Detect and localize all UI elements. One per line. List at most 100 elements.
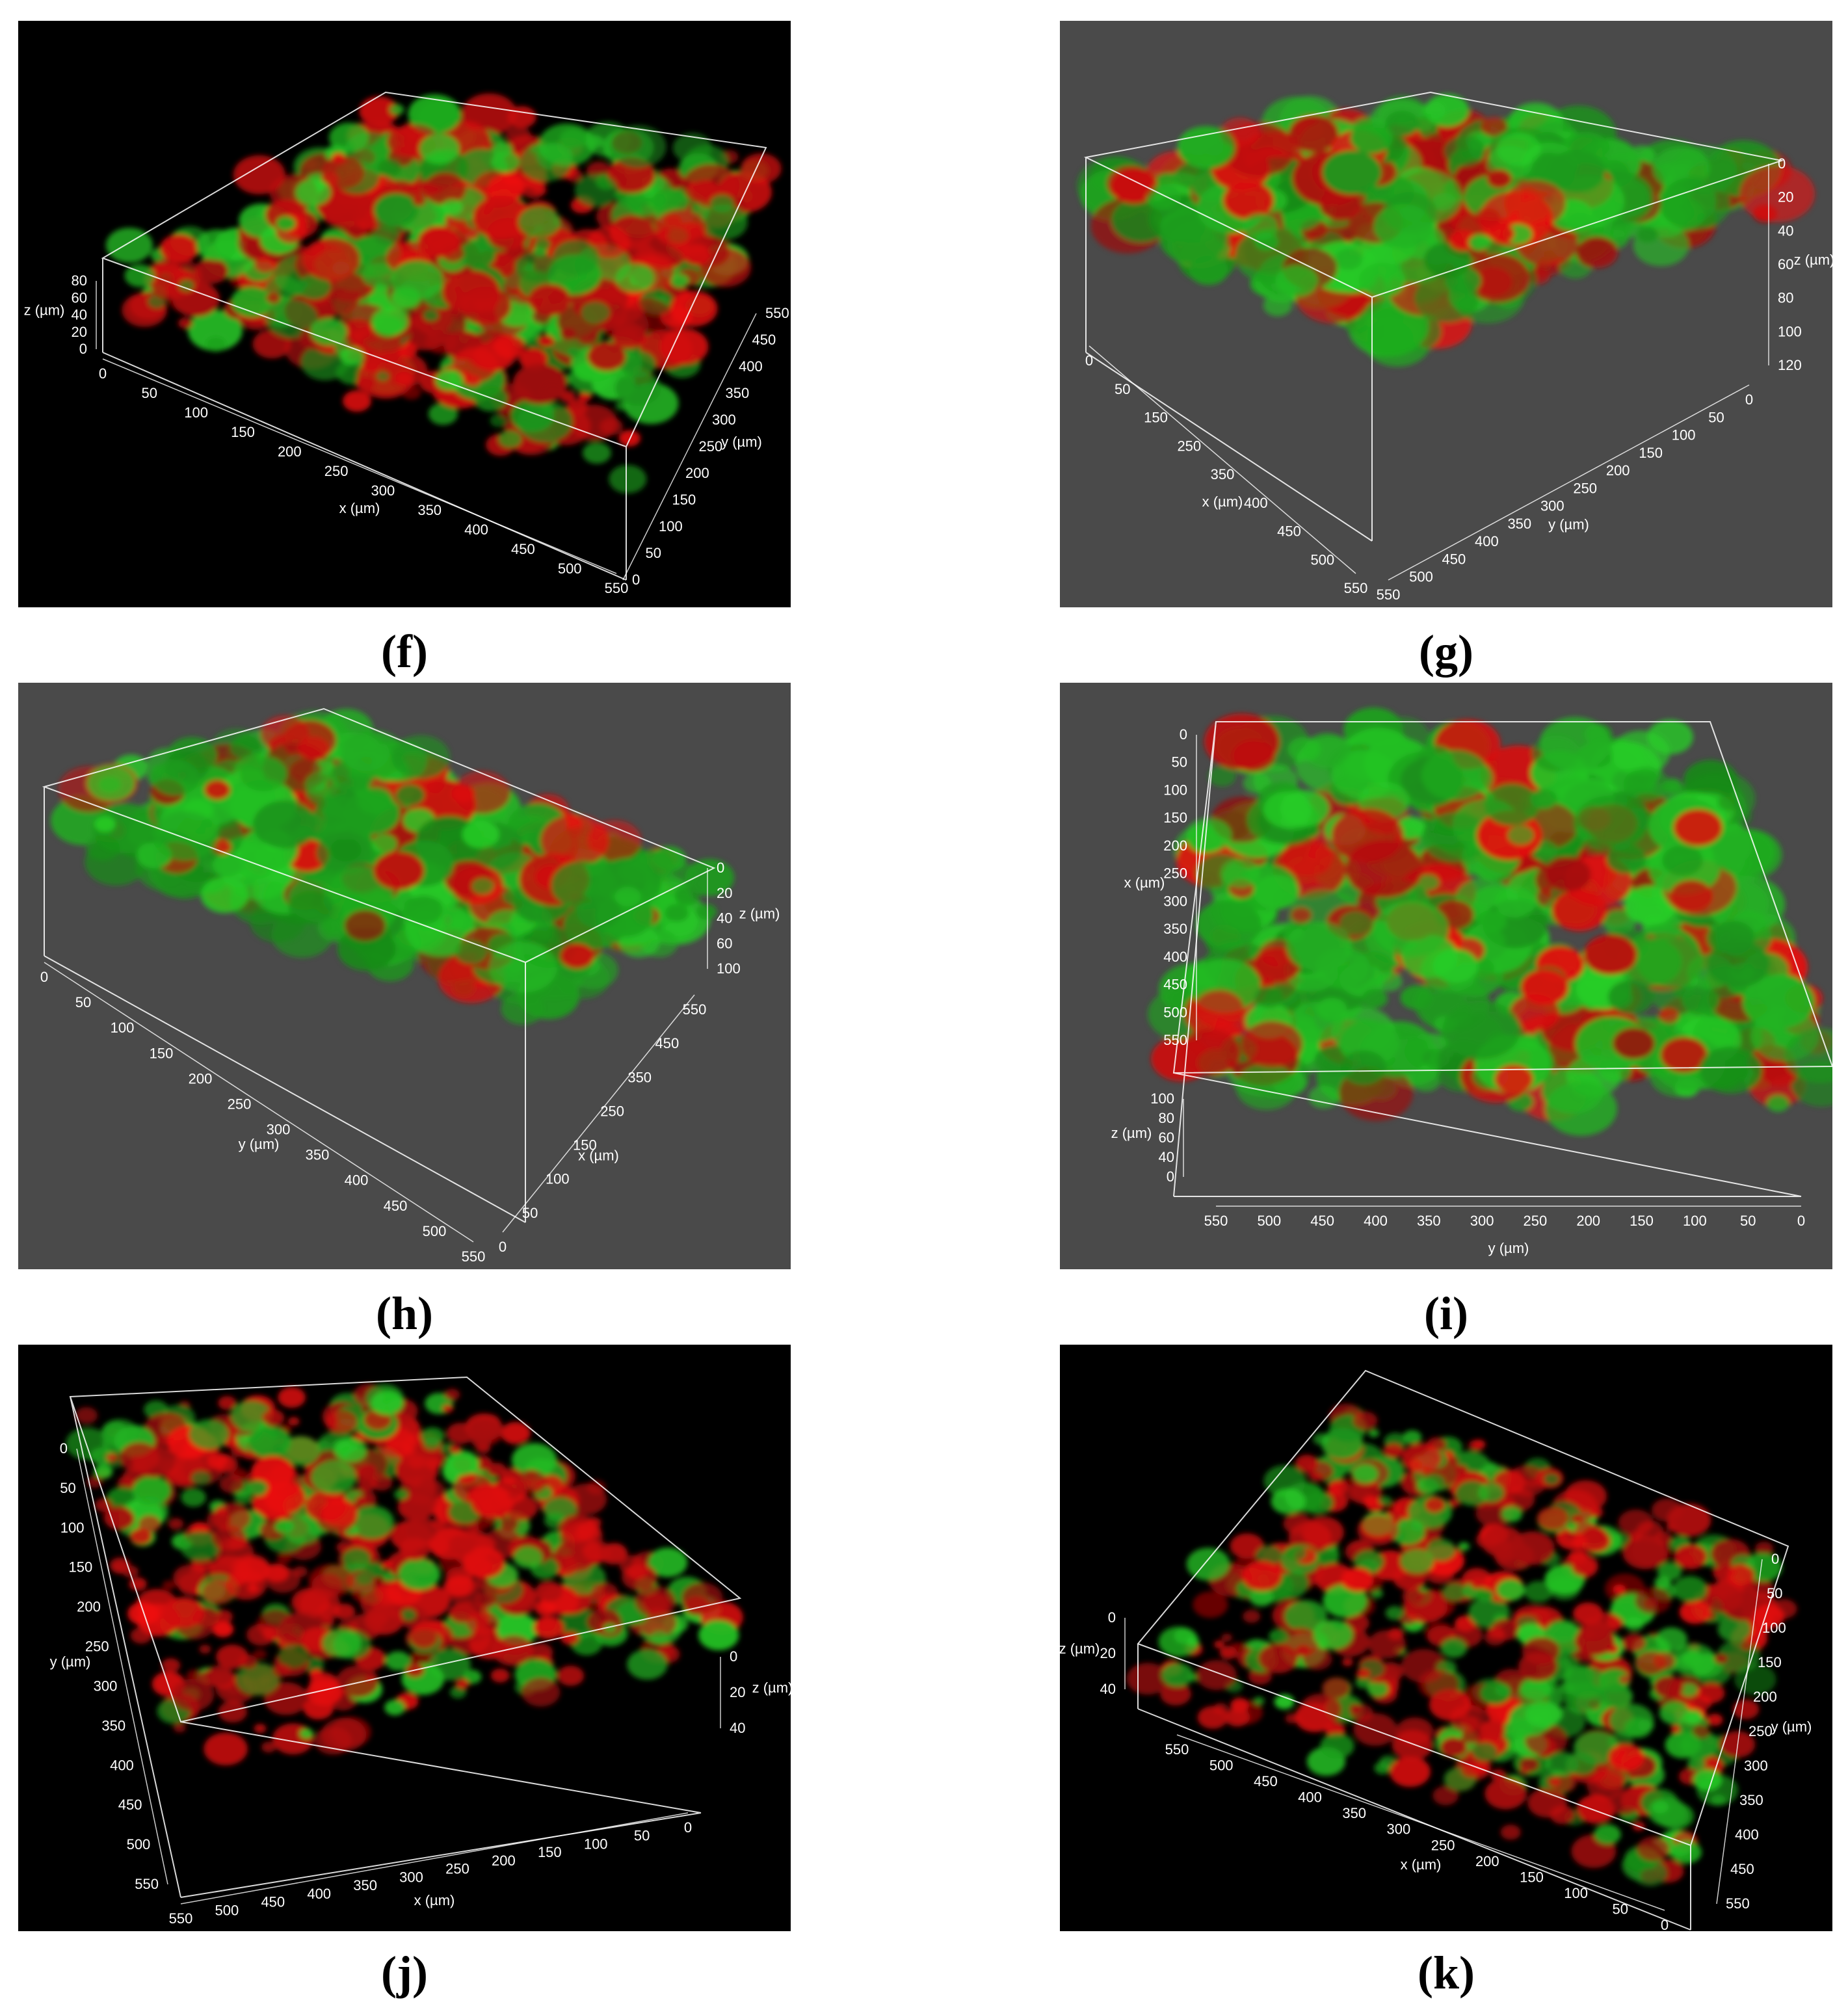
x-tick-label: 100: [184, 404, 208, 421]
panel-j-image: 550 500 450 400 350 300 250 200 150 100 50 0 x (µm) 5…: [18, 1345, 791, 1931]
y-tick-label: 450: [752, 332, 776, 348]
biofilm-volume: [1148, 707, 1832, 1136]
y-tick-label: 0: [632, 572, 640, 588]
x-tick-label: 350: [417, 502, 442, 518]
x-tick-label: 200: [278, 443, 302, 460]
x-tick-label: 450: [511, 541, 535, 557]
x-axis-label: x (µm): [1124, 875, 1165, 891]
z-tick-label: 100: [1778, 323, 1802, 339]
caption-j: (j): [381, 1947, 428, 1999]
x-tick-label: 400: [1298, 1789, 1322, 1806]
x-tick-label: 0: [499, 1239, 507, 1255]
y-tick-label: 250: [699, 438, 723, 455]
x-tick-label: 550: [1165, 1741, 1189, 1758]
y-tick-label: 100: [659, 518, 683, 534]
y-tick-label: 250: [1524, 1213, 1548, 1229]
y-tick-label: 500: [1409, 569, 1433, 585]
x-axis-label: x (µm): [339, 500, 380, 516]
x-tick-label: 50: [634, 1828, 650, 1844]
y-axis-label: y (µm): [1488, 1240, 1529, 1256]
x-tick-label: 50: [1172, 754, 1187, 771]
y-tick-label: 250: [1749, 1723, 1773, 1739]
y-tick-label: 550: [135, 1876, 159, 1892]
y-axis-label: y (µm): [1548, 516, 1589, 533]
y-tick-label: 50: [646, 545, 661, 561]
x-tick-label: 400: [1163, 949, 1187, 965]
y-tick-label: 250: [228, 1096, 252, 1113]
x-tick-label: 250: [1431, 1837, 1455, 1853]
x-tick-label: 500: [1163, 1004, 1187, 1020]
x-tick-label: 100: [546, 1171, 570, 1187]
x-tick-label: 300: [1163, 893, 1187, 909]
x-tick-label: 150: [1520, 1869, 1544, 1885]
y-tick-label: 300: [94, 1678, 118, 1694]
y-tick-label: 350: [101, 1717, 125, 1734]
z-tick-label: 100: [1150, 1090, 1174, 1107]
x-tick-label: 100: [584, 1836, 608, 1852]
z-tick-label: 40: [717, 910, 732, 927]
y-tick-label: 200: [1606, 462, 1630, 479]
y-tick-label: 400: [1735, 1826, 1759, 1843]
y-tick-label: 550: [1204, 1213, 1228, 1229]
caption-k: (k): [1418, 1947, 1475, 1999]
y-tick-label: 300: [1540, 498, 1564, 514]
x-tick-label: 100: [1564, 1885, 1588, 1901]
biofilm-volume: [1126, 1403, 1797, 1886]
y-tick-label: 350: [1507, 516, 1531, 532]
x-tick-label: 450: [1277, 523, 1301, 540]
y-axis-label: y (µm): [1771, 1719, 1812, 1735]
y-axis: 0 50 100 150 200 250 300 350 400 450 500 550 y (µm): [40, 962, 485, 1265]
z-tick-label: 40: [1778, 222, 1793, 239]
y-tick-label: 450: [1730, 1861, 1754, 1877]
y-tick-label: 250: [1573, 480, 1597, 496]
x-tick-label: 450: [1254, 1773, 1278, 1789]
z-tick-label: 80: [72, 272, 87, 289]
y-tick-label: 350: [1739, 1792, 1763, 1808]
y-tick-label: 450: [384, 1198, 408, 1214]
y-tick-label: 400: [345, 1172, 369, 1189]
panel-k-image: 550 500 450 400 350 300 250 200 150 100 50 0 x (µm) 5…: [1060, 1345, 1832, 1931]
x-tick-label: 450: [655, 1035, 680, 1051]
biofilm-volume: [105, 93, 782, 494]
y-tick-label: 300: [1470, 1213, 1494, 1229]
y-tick-label: 100: [1762, 1620, 1786, 1636]
x-tick-label: 550: [169, 1910, 193, 1927]
biofilm-volume: [1077, 94, 1815, 367]
caption-h: (h): [376, 1287, 433, 1339]
x-axis: 0 50 100 150 250 350 450 550 x (µm): [499, 994, 707, 1255]
y-tick-label: 350: [1417, 1213, 1441, 1229]
y-tick-label: 400: [739, 358, 763, 375]
x-tick-label: 50: [1115, 381, 1130, 397]
y-tick-label: 50: [1708, 409, 1724, 425]
caption-i: (i): [1424, 1287, 1468, 1339]
y-tick-label: 450: [1310, 1213, 1334, 1229]
bounding-box: [1172, 721, 1832, 1197]
x-tick-label: 150: [573, 1137, 597, 1154]
y-tick-label: 550: [1377, 587, 1401, 603]
z-tick-label: 20: [1100, 1645, 1116, 1661]
panel-g-image: 0 50 150 250 350 400 450 500 550 x (µm) 550 500 450 4…: [1060, 21, 1832, 607]
x-axis-label: x (µm): [414, 1892, 455, 1908]
x-tick-label: 150: [1163, 810, 1187, 826]
z-axis-label: z (µm): [24, 302, 65, 319]
x-tick-label: 550: [683, 1001, 707, 1018]
x-tick-label: 300: [1387, 1821, 1411, 1838]
y-tick-label: 300: [1744, 1758, 1768, 1774]
x-tick-label: 400: [1244, 495, 1268, 511]
z-axis: 100 80 60 40 0 z (µm): [1111, 1090, 1184, 1185]
x-tick-label: 250: [445, 1861, 469, 1877]
x-tick-label: 150: [538, 1844, 562, 1860]
x-tick-label: 0: [1661, 1917, 1669, 1931]
y-axis-label: y (µm): [721, 434, 762, 450]
x-tick-label: 200: [492, 1852, 516, 1869]
x-tick-label: 500: [558, 560, 582, 577]
x-tick-label: 350: [353, 1877, 377, 1893]
y-tick-label: 350: [726, 385, 750, 401]
